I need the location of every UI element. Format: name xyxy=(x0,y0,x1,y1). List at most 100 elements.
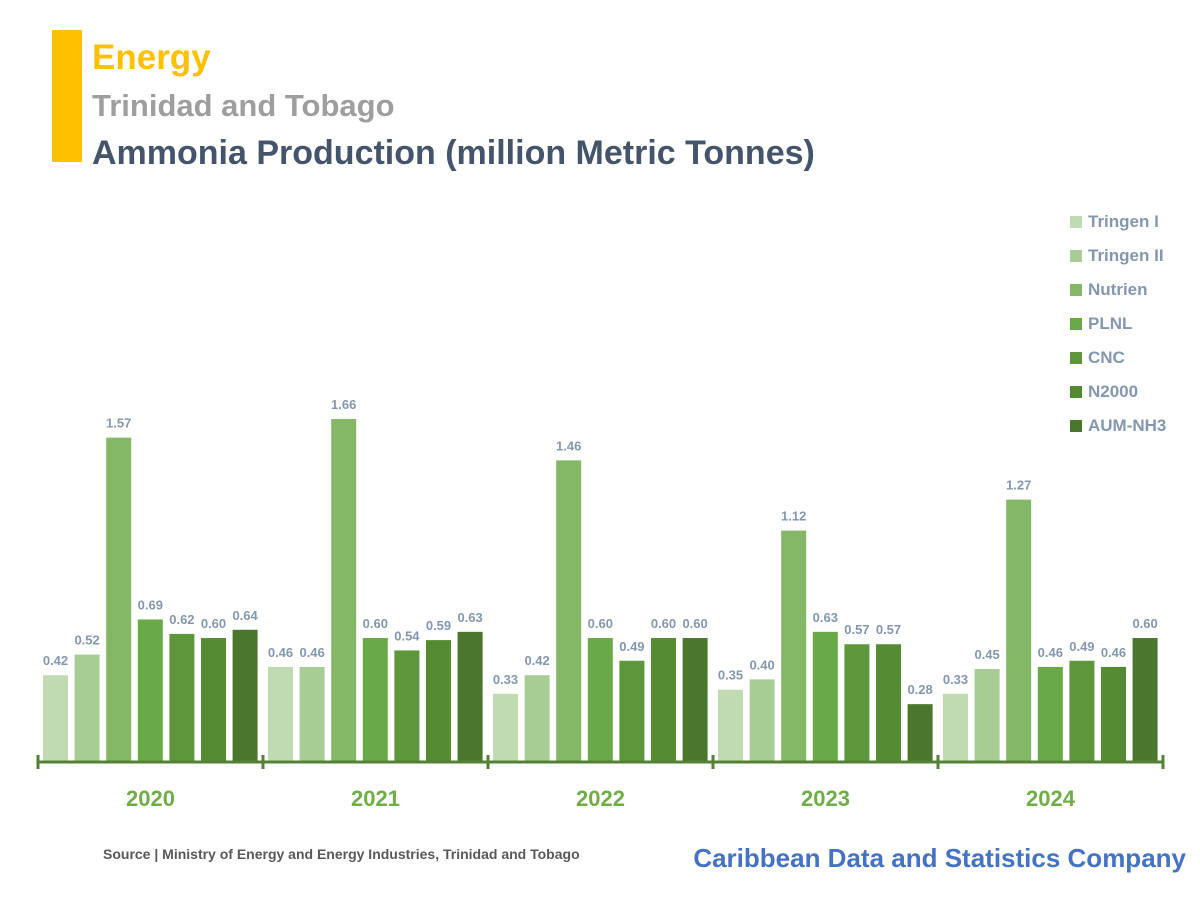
x-tick-label: 2024 xyxy=(1026,786,1076,811)
chart-legend: Tringen I Tringen II Nutrien PLNL CNC N2000 AU… xyxy=(1070,205,1166,443)
accent-bar xyxy=(52,30,82,162)
data-label: 0.46 xyxy=(268,645,293,660)
bar-tringen-i-2022 xyxy=(493,693,518,762)
legend-swatch xyxy=(1070,386,1082,398)
legend-label: CNC xyxy=(1088,348,1125,367)
bar-aum-nh3-2021 xyxy=(457,631,483,762)
legend-label: Tringen II xyxy=(1088,246,1164,265)
data-label: 0.60 xyxy=(1132,616,1157,631)
data-label: 0.63 xyxy=(813,610,838,625)
data-label: 0.52 xyxy=(74,633,99,648)
data-label: 0.57 xyxy=(876,622,901,637)
legend-item: N2000 xyxy=(1070,375,1166,409)
data-label: 0.46 xyxy=(299,645,324,660)
x-tick-label: 2021 xyxy=(351,786,400,811)
x-tick-label: 2023 xyxy=(801,786,850,811)
data-label: 0.33 xyxy=(493,672,518,687)
brand-name: Caribbean Data and Statistics Company xyxy=(693,843,1186,873)
bar-n2000-2021 xyxy=(426,640,451,762)
bar-plnl-2021 xyxy=(362,638,388,762)
data-label: 1.27 xyxy=(1006,478,1031,493)
data-label: 0.54 xyxy=(394,628,420,643)
data-label: 0.28 xyxy=(907,682,932,697)
data-label: 0.60 xyxy=(588,616,613,631)
bar-n2000-2023 xyxy=(876,644,901,762)
bar-aum-nh3-2020 xyxy=(232,629,258,762)
data-label: 0.42 xyxy=(43,653,68,668)
data-label: 0.40 xyxy=(749,657,774,672)
legend-item: CNC xyxy=(1070,341,1166,375)
data-label: 0.60 xyxy=(682,616,707,631)
data-label: 1.12 xyxy=(781,509,806,524)
bar-cnc-2023 xyxy=(844,644,870,762)
bar-n2000-2022 xyxy=(651,638,676,762)
source-note: Source | Ministry of Energy and Energy I… xyxy=(103,846,580,862)
data-label: 0.69 xyxy=(138,597,163,612)
legend-swatch xyxy=(1070,420,1082,432)
data-label: 0.42 xyxy=(524,653,549,668)
data-label: 0.60 xyxy=(201,616,226,631)
data-label: 0.57 xyxy=(844,622,869,637)
data-label: 0.49 xyxy=(1069,639,1094,654)
bar-cnc-2024 xyxy=(1069,660,1095,762)
data-label: 0.63 xyxy=(457,610,482,625)
data-label: 0.49 xyxy=(619,639,644,654)
bar-nutrien-2020 xyxy=(106,437,132,762)
bar-chart: 0.42 0.52 1.57 0.69 0.62 0.60 0.64 2020 0.46 0.46… xyxy=(36,397,1165,811)
legend-label: AUM-NH3 xyxy=(1088,416,1167,435)
legend-swatch xyxy=(1070,250,1082,262)
bar-tringen-i-2020 xyxy=(43,675,68,762)
category-heading: Energy xyxy=(92,38,211,77)
legend-label: PLNL xyxy=(1088,314,1133,333)
legend-item: Tringen II xyxy=(1070,239,1166,273)
data-label: 0.60 xyxy=(363,616,388,631)
bar-cnc-2021 xyxy=(394,650,420,762)
bar-cnc-2022 xyxy=(619,660,645,762)
chart-title: Ammonia Production (million Metric Tonne… xyxy=(92,134,815,172)
bar-plnl-2024 xyxy=(1037,666,1063,762)
bar-aum-nh3-2023 xyxy=(907,704,933,762)
legend-swatch xyxy=(1070,318,1082,330)
data-label: 0.35 xyxy=(718,668,743,683)
data-label: 0.64 xyxy=(232,608,258,623)
legend-label: Tringen I xyxy=(1088,212,1159,231)
legend-item: PLNL xyxy=(1070,307,1166,341)
data-label: 1.66 xyxy=(331,397,356,412)
bar-cnc-2020 xyxy=(169,633,195,762)
bar-aum-nh3-2022 xyxy=(682,638,708,762)
bar-n2000-2024 xyxy=(1101,666,1126,762)
legend-item: Nutrien xyxy=(1070,273,1166,307)
legend-label: N2000 xyxy=(1088,382,1139,401)
legend-item: AUM-NH3 xyxy=(1070,409,1166,443)
bar-tringen-ii-2021 xyxy=(299,666,325,762)
legend-item: Tringen I xyxy=(1070,205,1166,239)
data-label: 1.57 xyxy=(106,416,131,431)
bar-tringen-ii-2024 xyxy=(974,669,1000,762)
bar-nutrien-2023 xyxy=(781,530,807,762)
bar-aum-nh3-2024 xyxy=(1132,638,1158,762)
data-label: 0.62 xyxy=(169,612,194,627)
legend-swatch xyxy=(1070,284,1082,296)
bar-nutrien-2024 xyxy=(1006,499,1032,762)
bar-tringen-i-2023 xyxy=(718,689,743,762)
data-label: 0.45 xyxy=(974,647,999,662)
bar-tringen-i-2021 xyxy=(268,666,293,762)
bar-n2000-2020 xyxy=(201,638,226,762)
bar-nutrien-2022 xyxy=(556,460,582,762)
x-tick-label: 2022 xyxy=(576,786,625,811)
data-label: 0.46 xyxy=(1101,645,1126,660)
bar-plnl-2023 xyxy=(812,631,838,762)
bar-tringen-ii-2023 xyxy=(749,679,775,762)
bar-tringen-ii-2020 xyxy=(74,654,100,762)
data-label: 0.46 xyxy=(1038,645,1063,660)
data-label: 0.33 xyxy=(943,672,968,687)
data-label: 0.60 xyxy=(651,616,676,631)
legend-swatch xyxy=(1070,352,1082,364)
bar-plnl-2020 xyxy=(137,619,163,762)
x-tick-label: 2020 xyxy=(126,786,175,811)
data-label: 0.59 xyxy=(426,618,451,633)
bar-tringen-i-2024 xyxy=(943,693,968,762)
data-label: 1.46 xyxy=(556,438,581,453)
legend-swatch xyxy=(1070,216,1082,228)
legend-label: Nutrien xyxy=(1088,280,1148,299)
